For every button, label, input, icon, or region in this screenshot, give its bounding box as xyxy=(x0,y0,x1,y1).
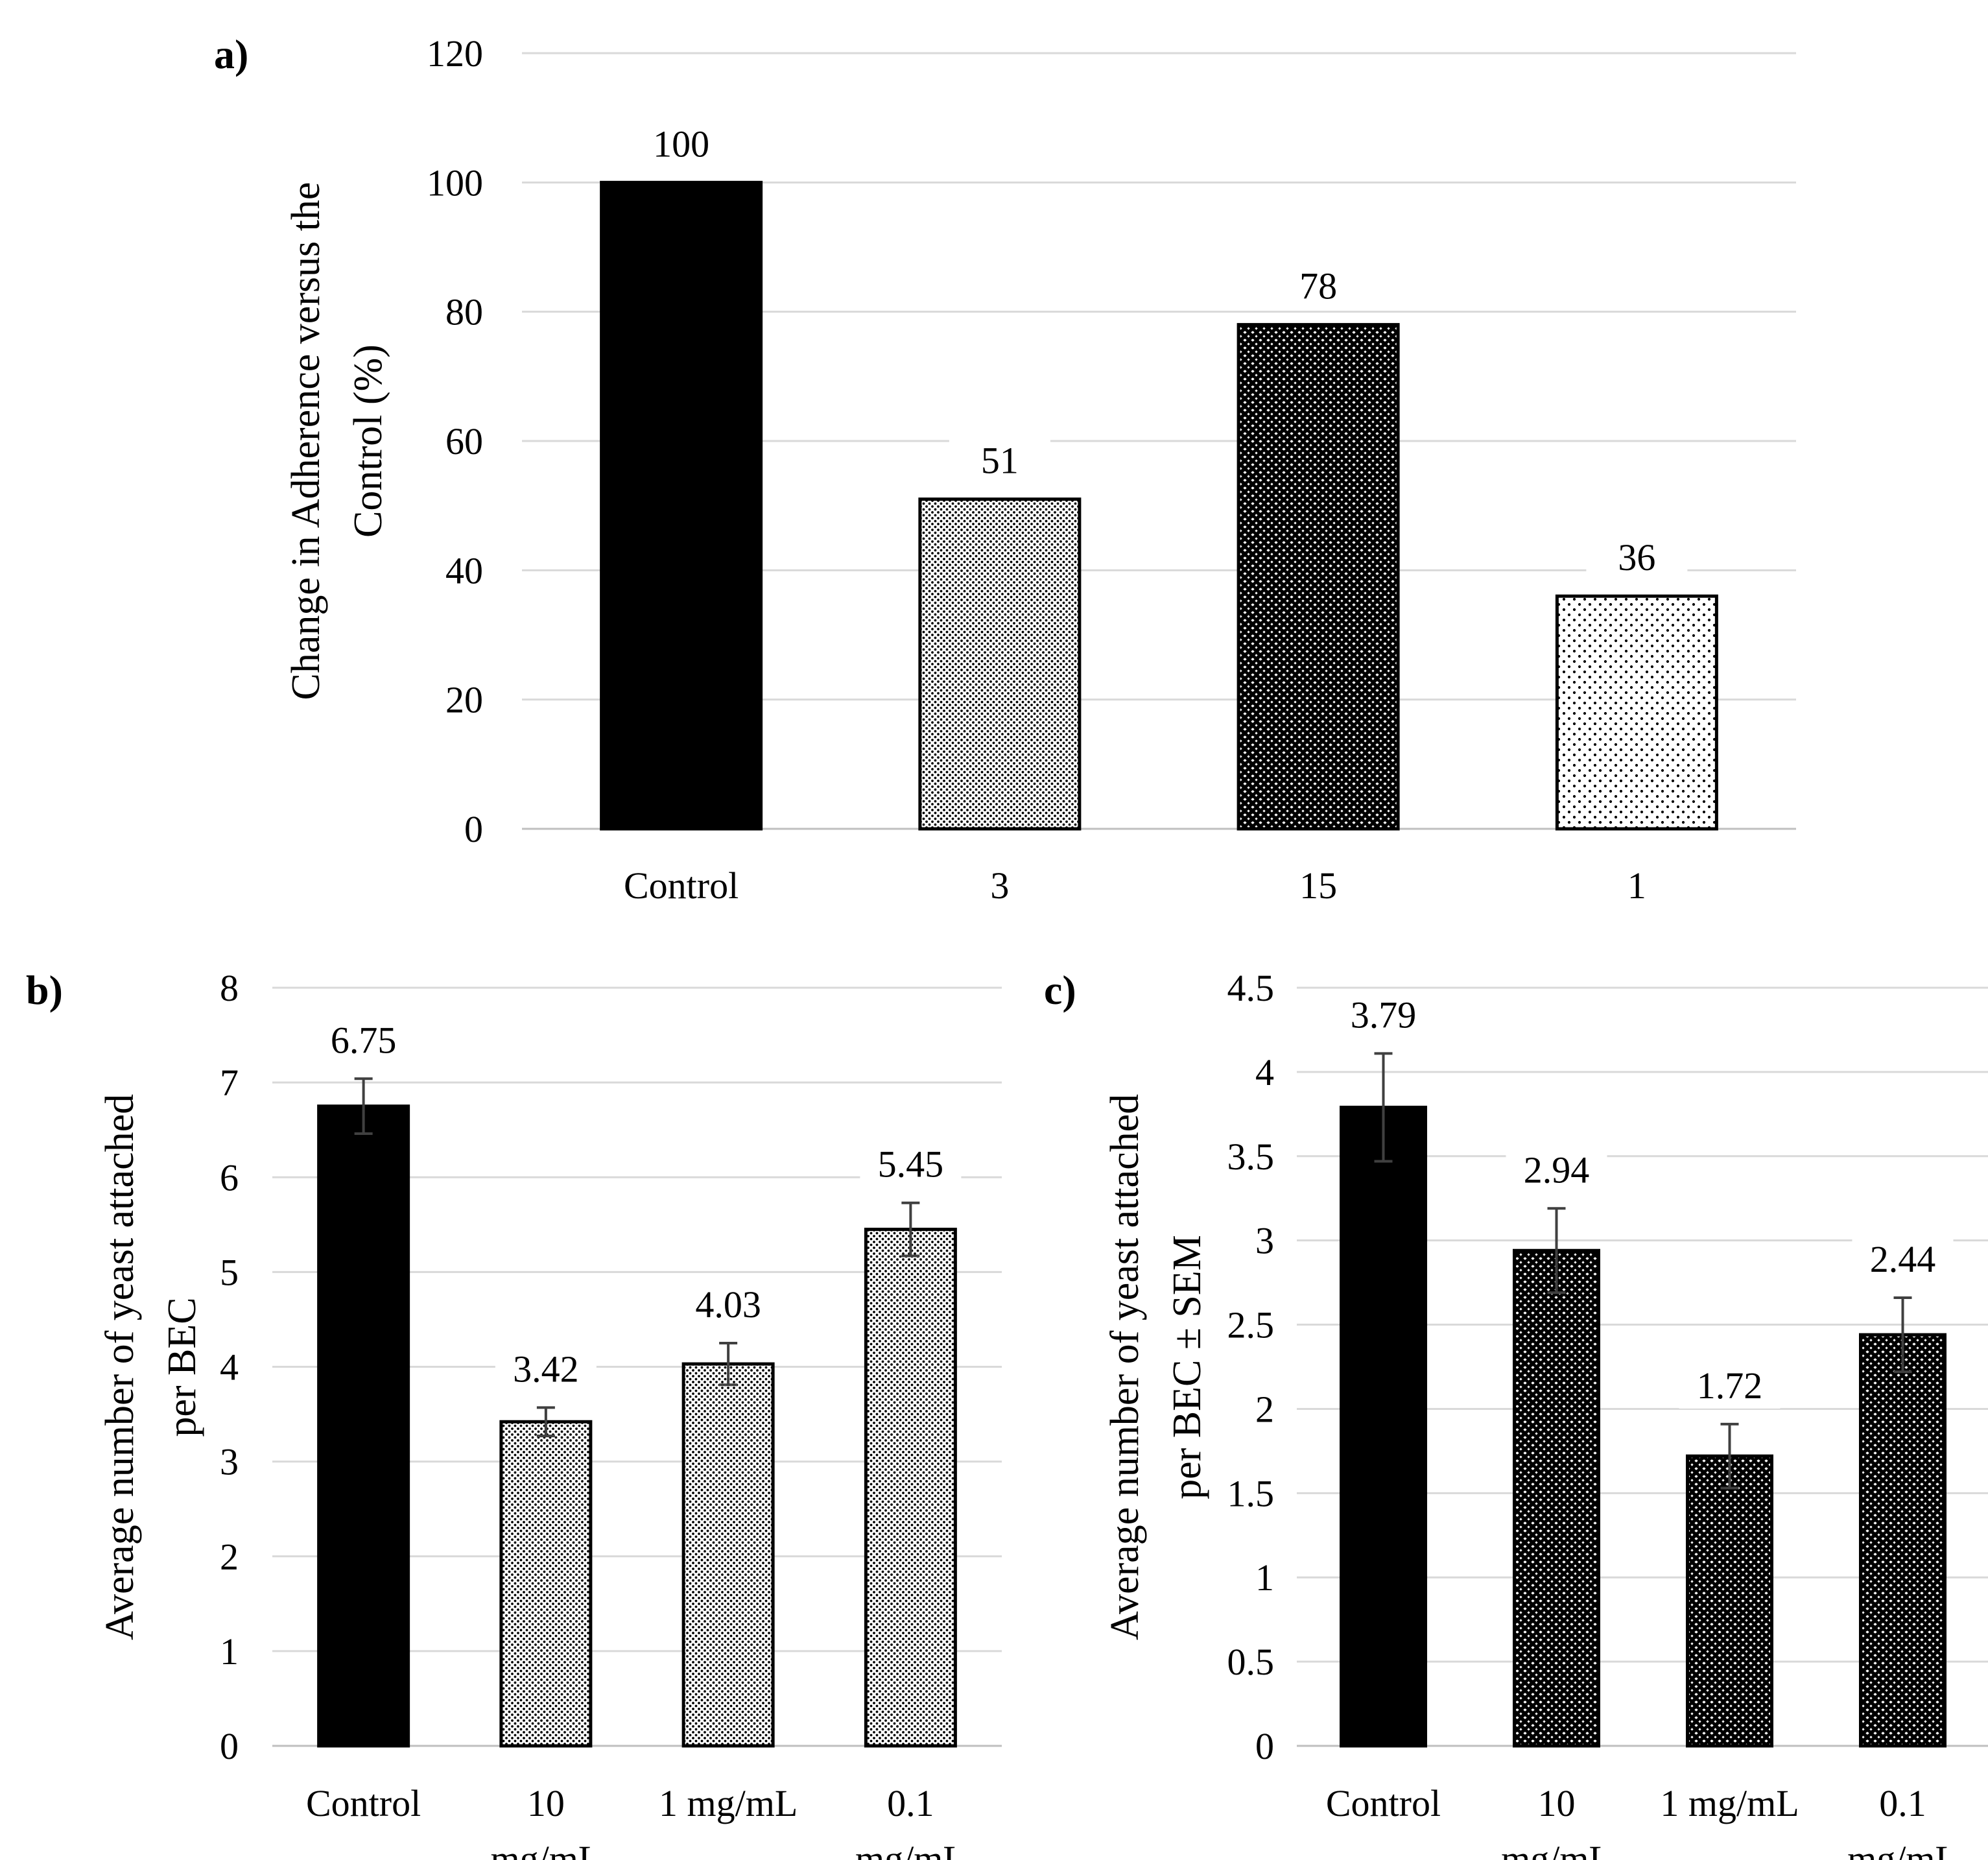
panel-c: 0 0.5 1 1.5 2 2.5 3 3.5 4 4.5 c) Average number of … xyxy=(1044,967,1988,1860)
panel-label: b) xyxy=(26,967,63,1013)
x-tick-label: 15 xyxy=(1299,864,1337,907)
panel-label: c) xyxy=(1044,967,1076,1013)
data-label: 6.75 xyxy=(331,1019,397,1061)
y-tick-label: 60 xyxy=(445,420,483,462)
y-tick-label: 0 xyxy=(1255,1725,1274,1767)
x-tick-label: 10 xyxy=(1538,1782,1576,1824)
y-tick-label: 1 xyxy=(1255,1556,1274,1599)
data-label-bg xyxy=(1586,535,1688,581)
y-tick-label: 3 xyxy=(220,1441,239,1483)
y-tick-label: 7 xyxy=(220,1062,239,1104)
panel-b: 0 1 2 3 4 5 6 7 8 b) Average number of yeast attac… xyxy=(26,967,1002,1860)
y-tick-label: 80 xyxy=(445,291,483,333)
y-tick-label: 5 xyxy=(220,1251,239,1293)
y-tick-label: 20 xyxy=(445,679,483,721)
data-label-bg xyxy=(860,1141,962,1187)
bar xyxy=(681,1362,775,1748)
x-tick-label: 10 xyxy=(527,1782,565,1824)
y-tick-label: 0 xyxy=(464,808,483,850)
data-label: 3.42 xyxy=(513,1348,579,1390)
bar xyxy=(1555,594,1718,831)
bar xyxy=(918,497,1082,831)
y-tick-label: 120 xyxy=(427,32,483,75)
data-label: 2.94 xyxy=(1524,1149,1590,1191)
y-axis-title: Average number of yeast attached xyxy=(1103,1094,1147,1640)
y-tick-label: 8 xyxy=(220,967,239,1009)
data-label: 2.44 xyxy=(1870,1238,1936,1280)
data-label: 3.79 xyxy=(1351,994,1417,1036)
bar xyxy=(1513,1248,1600,1748)
data-label-bg xyxy=(1506,1147,1607,1193)
data-label-bg xyxy=(1268,263,1369,309)
y-axis-title: Control (%) xyxy=(346,344,390,538)
x-tick-label: Control xyxy=(306,1782,421,1824)
y-tick-label: 40 xyxy=(445,549,483,591)
data-label: 100 xyxy=(653,123,709,165)
bar xyxy=(1237,323,1400,831)
y-tick-label: 100 xyxy=(427,161,483,204)
y-axis-title: Average number of yeast attached xyxy=(98,1094,142,1640)
bar xyxy=(600,180,763,831)
data-label: 51 xyxy=(981,440,1019,482)
data-label: 5.45 xyxy=(878,1143,944,1186)
y-tick-label: 3.5 xyxy=(1227,1136,1275,1178)
x-tick-label: Control xyxy=(1326,1782,1441,1824)
y-axis-title: per BEC xyxy=(160,1297,204,1437)
data-label-bg xyxy=(1332,992,1434,1038)
x-tick-label: Control xyxy=(624,864,739,907)
y-tick-label: 0.5 xyxy=(1227,1641,1275,1683)
bar xyxy=(1859,1333,1947,1748)
y-tick-label: 3 xyxy=(1255,1220,1274,1262)
y-tick-label: 4 xyxy=(1255,1051,1274,1093)
y-tick-label: 2.5 xyxy=(1227,1304,1275,1346)
x-tick-label: 0.1 xyxy=(1879,1782,1926,1824)
bar xyxy=(1686,1454,1773,1748)
bar xyxy=(864,1228,957,1748)
data-label-bg xyxy=(1679,1363,1781,1409)
x-tick-label: 0.1 xyxy=(887,1782,934,1824)
x-tick-label: 3 xyxy=(990,864,1009,907)
bar xyxy=(317,1104,410,1748)
data-label: 4.03 xyxy=(695,1283,761,1326)
x-tick-label: mg/mL xyxy=(855,1838,966,1860)
data-label-bg xyxy=(678,1282,779,1328)
data-label-bg xyxy=(949,438,1050,484)
y-tick-label: 0 xyxy=(220,1725,239,1767)
y-axis-title: per BEC ± SEM xyxy=(1165,1235,1209,1499)
data-label-bg xyxy=(313,1018,414,1064)
data-label-bg xyxy=(1852,1236,1954,1282)
data-label: 36 xyxy=(1618,536,1655,578)
data-label: 78 xyxy=(1299,265,1337,307)
y-tick-label: 2 xyxy=(1255,1388,1274,1430)
x-tick-label: mg/mL xyxy=(490,1838,601,1860)
x-tick-label: 1 mg/mL xyxy=(1660,1782,1799,1824)
y-tick-label: 1.5 xyxy=(1227,1472,1275,1514)
y-tick-label: 6 xyxy=(220,1156,239,1198)
x-tick-label: mg/mL xyxy=(1847,1838,1958,1860)
bar xyxy=(499,1420,593,1748)
y-axis-title: Change in Adherence versus the xyxy=(284,182,328,700)
panel-a: 0 20 40 60 80 100 120 a) Change in Adherence ver… xyxy=(214,31,1796,907)
x-tick-label: 1 xyxy=(1627,864,1646,907)
y-tick-label: 2 xyxy=(220,1536,239,1578)
bar xyxy=(1340,1105,1427,1748)
y-tick-label: 1 xyxy=(220,1630,239,1673)
data-label: 1.72 xyxy=(1697,1365,1763,1407)
panel-label: a) xyxy=(214,31,248,77)
y-tick-label: 4.5 xyxy=(1227,967,1275,1009)
data-label-bg xyxy=(495,1346,597,1392)
data-label-bg xyxy=(630,121,732,167)
x-tick-label: 1 mg/mL xyxy=(659,1782,798,1824)
x-tick-label: mg/mL xyxy=(1501,1838,1612,1860)
y-tick-label: 4 xyxy=(220,1346,239,1389)
